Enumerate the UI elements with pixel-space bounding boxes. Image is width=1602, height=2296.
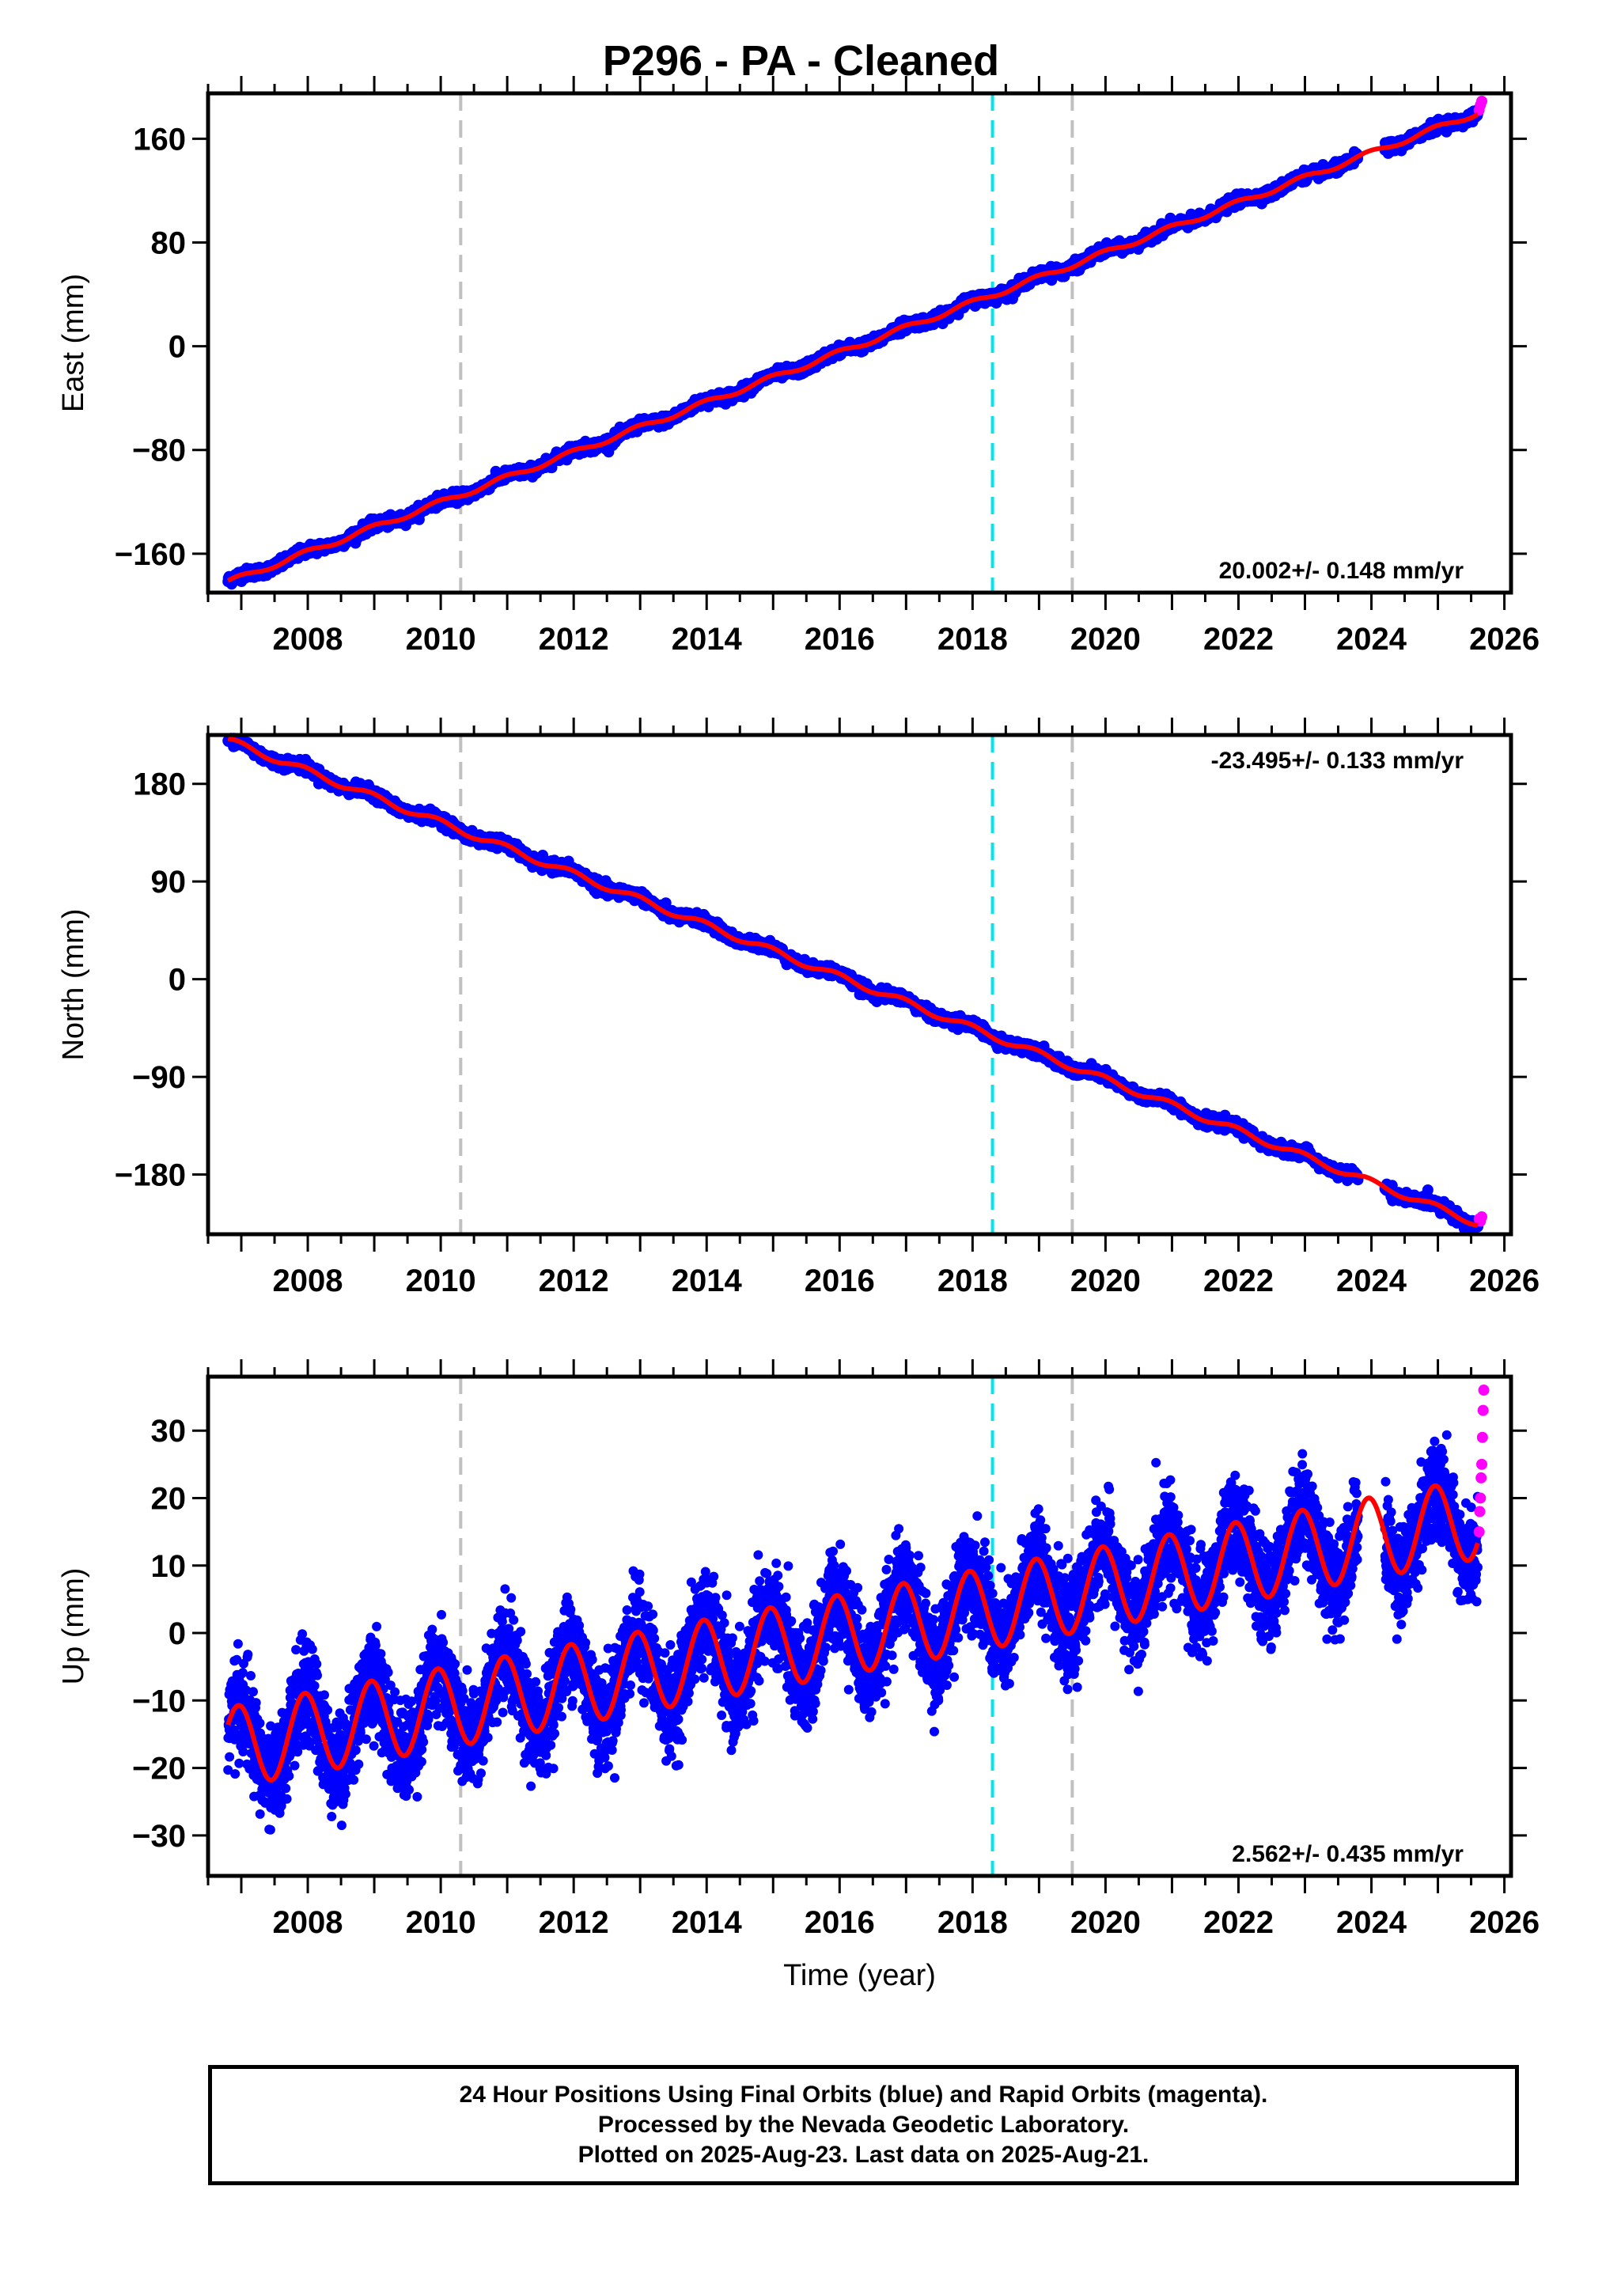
- x-tick-label: 2008: [273, 622, 343, 657]
- chart-title: P296 - PA - Cleaned: [602, 37, 1000, 85]
- rapid-point: [1476, 95, 1488, 107]
- y-tick-label: 80: [151, 225, 187, 260]
- x-tick-label: 2020: [1070, 622, 1141, 657]
- east-panel: −160 −80 0 80 160 2008 2010 2012 2014 2016 2018 202…: [57, 76, 1540, 657]
- y-tick-label: 0: [169, 330, 186, 365]
- y-tick-label: 160: [133, 122, 186, 157]
- x-tick-label: 2022: [1203, 622, 1274, 657]
- y-tick-label: −160: [115, 537, 186, 572]
- model-fit-line: [226, 112, 1479, 583]
- x-tick-label: 2016: [805, 622, 875, 657]
- y-tick-label: −80: [132, 434, 186, 468]
- x-tick-label: 2026: [1469, 622, 1540, 657]
- x-tick-label: 2024: [1336, 622, 1407, 657]
- x-tick-label: 2010: [406, 622, 476, 657]
- y-axis-title: East (mm): [57, 274, 90, 412]
- rapid-orbit-points: [1473, 95, 1488, 116]
- x-tick-label: 2014: [672, 622, 743, 657]
- x-tick-label: 2018: [937, 622, 1008, 657]
- velocity-label: 20.002+/- 0.148 mm/yr: [1219, 558, 1464, 584]
- x-tick-label: 2012: [539, 622, 609, 657]
